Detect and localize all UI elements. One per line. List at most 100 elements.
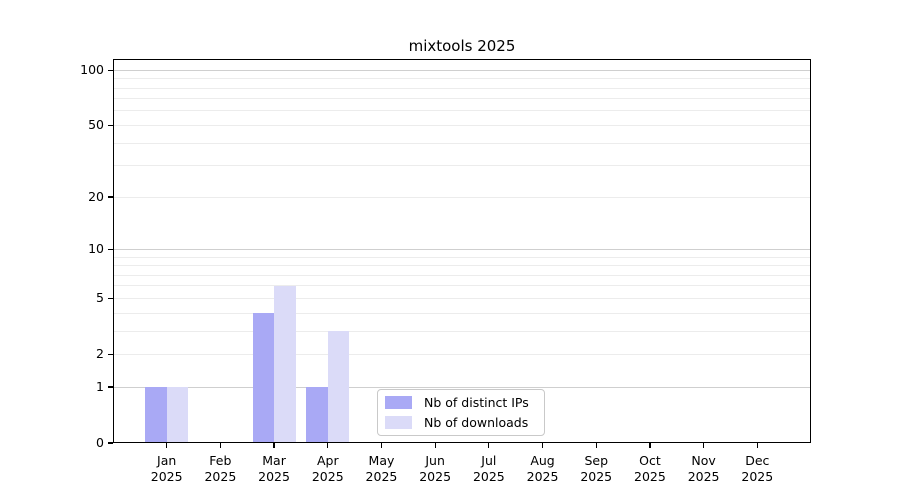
y-tick: [108, 124, 113, 127]
x-tick: [219, 443, 222, 448]
gridline-minor: [113, 353, 811, 355]
y-tick-label: 0: [96, 435, 104, 450]
legend-item-distinct-ips: Nb of distinct IPs: [378, 394, 544, 411]
x-tick: [380, 443, 383, 448]
gridline-minor: [113, 124, 811, 126]
x-tick-label: Jan 2025: [140, 453, 194, 485]
y-tick: [108, 297, 113, 299]
y-tick-label: 50: [88, 117, 104, 133]
gridline-minor: [113, 256, 811, 258]
x-tick-year: 2025: [204, 469, 237, 484]
gridline-minor: [113, 312, 811, 314]
y-tick: [108, 248, 113, 250]
y-tick-label: 1: [96, 379, 104, 394]
y-tick-label: 2: [96, 346, 104, 362]
bar-distinct-ips-jan: [145, 387, 167, 443]
y-tick-label: 100: [80, 62, 104, 78]
x-tick-year: 2025: [311, 469, 344, 484]
x-tick: [434, 443, 436, 448]
y-tick-label: 5: [96, 290, 104, 306]
gridline-minor: [113, 285, 811, 287]
x-tick-month: May: [368, 453, 395, 468]
legend-label-distinct-ips: Nb of distinct IPs: [424, 394, 529, 410]
grid-layer: [113, 59, 811, 443]
bar-distinct-ips-mar: [252, 313, 275, 443]
legend-item-downloads: Nb of downloads: [378, 414, 544, 431]
gridline-minor: [113, 265, 811, 267]
x-tick-label: Mar 2025: [247, 453, 301, 485]
y-tick: [108, 442, 113, 444]
legend-swatch-downloads: [385, 416, 412, 429]
bar-downloads-mar: [274, 285, 296, 443]
gridline-minor: [113, 274, 811, 276]
gridline-minor: [113, 110, 811, 112]
y-tick: [108, 353, 113, 355]
x-tick-label: Dec 2025: [730, 453, 784, 485]
x-tick-year: 2025: [365, 469, 398, 484]
gridline-minor: [113, 165, 811, 167]
x-tick-label: Jun 2025: [408, 453, 462, 485]
legend: Nb of distinct IPs Nb of downloads: [377, 389, 545, 436]
y-tick: [108, 196, 113, 198]
bar-downloads-jan: [166, 387, 189, 443]
x-tick-year: 2025: [741, 469, 774, 484]
x-tick-month: Feb: [209, 453, 232, 468]
x-tick-month: Apr: [316, 453, 339, 468]
x-tick-year: 2025: [150, 469, 183, 484]
x-tick-month: Jul: [481, 453, 497, 468]
x-tick-month: Sep: [584, 453, 608, 468]
y-tick-label: 20: [88, 189, 104, 205]
gridline-minor: [113, 196, 811, 198]
y-tick-label: 10: [88, 241, 104, 257]
x-tick-year: 2025: [472, 469, 505, 484]
x-tick-label: Sep 2025: [569, 453, 623, 485]
x-tick-month: Jun: [425, 453, 445, 468]
x-tick-month: Dec: [745, 453, 770, 468]
x-tick: [488, 443, 490, 448]
gridline-minor: [113, 330, 811, 332]
x-tick-month: Nov: [691, 453, 716, 468]
gridline-major: [113, 69, 811, 71]
x-tick-month: Mar: [262, 453, 286, 468]
y-tick: [108, 69, 113, 71]
y-tick: [108, 386, 113, 388]
legend-swatch-distinct-ips: [385, 396, 412, 409]
gridline-minor: [113, 98, 811, 100]
x-tick: [541, 443, 544, 448]
bar-distinct-ips-apr: [306, 387, 328, 443]
x-tick: [595, 443, 597, 448]
gridline-minor: [113, 87, 811, 89]
plot-area: Nb of distinct IPs Nb of downloads: [113, 59, 811, 443]
x-tick-label: Apr 2025: [301, 453, 355, 485]
x-tick-month: Aug: [530, 453, 555, 468]
x-tick: [756, 443, 758, 448]
x-tick-label: Feb 2025: [193, 453, 247, 485]
x-tick-year: 2025: [419, 469, 452, 484]
x-tick-year: 2025: [634, 469, 666, 484]
x-tick-label: Jul 2025: [462, 453, 516, 485]
gridline-minor: [113, 297, 811, 299]
x-tick-label: Aug 2025: [516, 453, 570, 485]
gridline-minor: [113, 142, 811, 144]
bars-layer: [113, 59, 811, 443]
x-tick: [273, 443, 275, 448]
x-tick: [166, 443, 168, 448]
x-tick: [327, 443, 329, 448]
x-tick-year: 2025: [580, 469, 613, 484]
bar-downloads-apr: [327, 331, 350, 443]
x-tick-label: Oct 2025: [623, 453, 677, 485]
x-tick-month: Oct: [639, 453, 661, 468]
x-tick: [702, 443, 705, 448]
x-tick-month: Jan: [157, 453, 177, 468]
gridline-major: [113, 386, 811, 388]
x-tick-label: May 2025: [354, 453, 408, 485]
x-tick: [649, 443, 651, 448]
x-tick-year: 2025: [258, 469, 290, 484]
chart-title: mixtools 2025: [408, 37, 516, 55]
x-tick-year: 2025: [687, 469, 720, 484]
legend-label-downloads: Nb of downloads: [424, 414, 529, 430]
x-tick-year: 2025: [526, 469, 559, 484]
gridline-major: [113, 248, 811, 250]
gridline-minor: [113, 78, 811, 80]
